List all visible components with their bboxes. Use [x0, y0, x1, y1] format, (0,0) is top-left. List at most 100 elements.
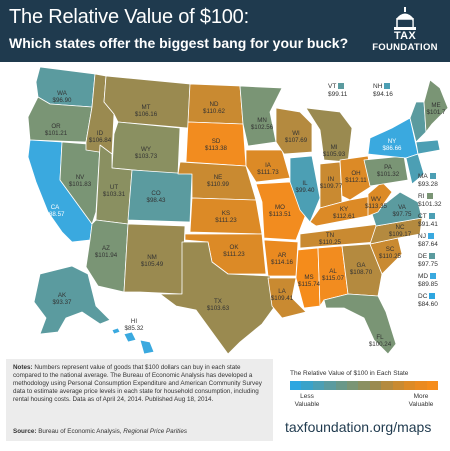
- legend-swatch: [346, 381, 359, 390]
- state-shape-me: [423, 79, 449, 133]
- state-shape-pa: [363, 155, 409, 187]
- vt-color-swatch: [338, 83, 345, 89]
- source-italic: Regional Price Parities: [123, 428, 187, 435]
- state-shape-nm: [123, 223, 186, 295]
- state-label-tx: TX $103.63: [206, 298, 230, 312]
- state-label-ny: NY $86.66: [382, 138, 402, 152]
- legend-swatch: [426, 381, 439, 390]
- state-label-ar: AR $114.16: [271, 252, 293, 266]
- state-label-ak: AK $93.37: [52, 292, 72, 306]
- header-banner: The Relative Value of $100: Which states…: [0, 0, 450, 62]
- state-label-ky: KY $112.61: [333, 206, 355, 220]
- state-shape-co: [127, 169, 193, 223]
- state-label-mo: MO $113.51: [269, 204, 291, 218]
- state-label-co: CO $98.43: [146, 190, 166, 204]
- capitol-dome-icon: [394, 7, 416, 30]
- state-label-sd: SD $113.38: [205, 138, 227, 152]
- side-label-nj: NJ $87.64: [418, 233, 438, 248]
- side-label-ct: CT $91.41: [418, 213, 438, 228]
- state-shape-ne-small: [405, 153, 425, 185]
- state-label-ks: KS $111.23: [215, 210, 237, 224]
- state-shape-ga: [341, 243, 383, 297]
- state-label-mn: MN $102.56: [250, 117, 274, 131]
- us-map-shapes: [27, 66, 449, 355]
- side-label-md: MD $89.85: [418, 273, 438, 288]
- state-shape-ia: [245, 149, 291, 183]
- state-shape-mt: [103, 75, 191, 129]
- tax-foundation-logo: TAX FOUNDATION: [366, 6, 444, 56]
- state-label-tn: TN $110.25: [319, 232, 341, 246]
- state-label-nc: NC $109.17: [388, 224, 412, 238]
- state-shape-ms: [295, 247, 321, 309]
- logo-text-foundation: FOUNDATION: [372, 42, 438, 53]
- state-shape-wi: [275, 107, 313, 155]
- legend-swatch: [324, 381, 336, 390]
- state-label-ia: IA $111.73: [257, 162, 279, 176]
- legend-swatch: [369, 381, 382, 390]
- legend-swatch: [335, 381, 347, 390]
- state-label-ut: UT $103.31: [102, 184, 126, 198]
- state-label-or: OR $101.21: [44, 123, 68, 137]
- state-label-nv: NV $101.83: [68, 174, 92, 188]
- state-shape-va: [371, 191, 423, 227]
- state-label-nm: NM $105.49: [140, 254, 164, 268]
- state-label-va: VA $97.75: [392, 204, 412, 218]
- de-color-swatch: [429, 253, 436, 259]
- legend-more-label: More Valuable: [408, 393, 434, 408]
- state-label-wv: WV $113.35: [365, 196, 387, 210]
- source-line: Source: Bureau of Economic Analysis, Reg…: [13, 428, 187, 435]
- state-shape-ma-ct-ri: [415, 139, 441, 155]
- state-label-wy: WY $103.73: [134, 146, 158, 160]
- state-label-wi: WI $107.69: [284, 130, 308, 144]
- state-label-il: IL $99.40: [295, 180, 315, 194]
- legend-title: The Relative Value of $100 in Each State: [290, 370, 409, 377]
- state-label-wa: WA $96.90: [52, 90, 72, 104]
- ma-color-swatch: [429, 173, 436, 179]
- legend-swatch: [312, 381, 325, 390]
- state-label-sc: SC $110.25: [379, 246, 401, 260]
- state-label-fl: FL $100.24: [368, 334, 392, 348]
- legend-swatch: [358, 381, 370, 390]
- legend-swatch: [392, 381, 404, 390]
- legend-swatch: [403, 381, 416, 390]
- side-label-dc: DC $84.60: [418, 293, 438, 308]
- legend-color-scale: [290, 381, 439, 390]
- page-subtitle: Which states offer the biggest bang for …: [9, 35, 349, 51]
- state-label-mt: MT $106.16: [134, 104, 158, 118]
- legend-swatch: [290, 381, 302, 390]
- state-label-ca: CA $88.57: [45, 204, 65, 218]
- site-url-link[interactable]: taxfoundation.org/maps: [285, 419, 432, 435]
- notes-box: Notes: Numbers represent value of goods …: [6, 359, 273, 441]
- legend-swatch: [381, 381, 393, 390]
- state-label-ok: OK $111.23: [223, 244, 245, 258]
- logo-text-tax: TAX: [393, 30, 417, 42]
- source-text: Bureau of Economic Analysis,: [38, 428, 122, 435]
- state-shape-tx: [159, 241, 279, 355]
- nj-color-swatch: [427, 233, 434, 239]
- state-label-la: LA $109.41: [270, 288, 294, 302]
- state-shape-fl: [323, 293, 397, 355]
- state-shape-ak: [33, 265, 111, 335]
- ri-color-swatch: [426, 193, 433, 199]
- state-label-mi: MI $105.93: [322, 144, 346, 158]
- state-label-az: AZ $101.94: [94, 245, 118, 259]
- state-label-me: ME $101.7: [426, 102, 446, 116]
- side-label-ri: RI $101.32: [418, 193, 442, 208]
- side-label-vt: VT $99.11: [328, 83, 348, 98]
- state-shape-hi: [111, 327, 155, 355]
- state-label-al: AL $115.07: [322, 268, 344, 282]
- side-label-nh: NH $94.16: [373, 83, 393, 98]
- state-label-pa: PA $101.32: [376, 164, 400, 178]
- legend-less-label: Less Valuable: [294, 393, 320, 408]
- md-color-swatch: [430, 273, 437, 279]
- legend-swatch: [415, 381, 427, 390]
- state-shape-ky: [309, 195, 373, 227]
- state-label-ne: NE $110.99: [207, 174, 229, 188]
- state-label-ms: MS $115.74: [298, 274, 320, 288]
- notes-text: Numbers represent value of goods that $1…: [13, 364, 262, 403]
- state-label-hi: HI $85.32: [124, 318, 144, 332]
- page-title: The Relative Value of $100:: [9, 6, 249, 28]
- state-label-nd: ND $110.62: [203, 101, 225, 115]
- state-label-ga: GA $108.70: [349, 262, 373, 276]
- state-label-in: IN $109.77: [319, 176, 343, 190]
